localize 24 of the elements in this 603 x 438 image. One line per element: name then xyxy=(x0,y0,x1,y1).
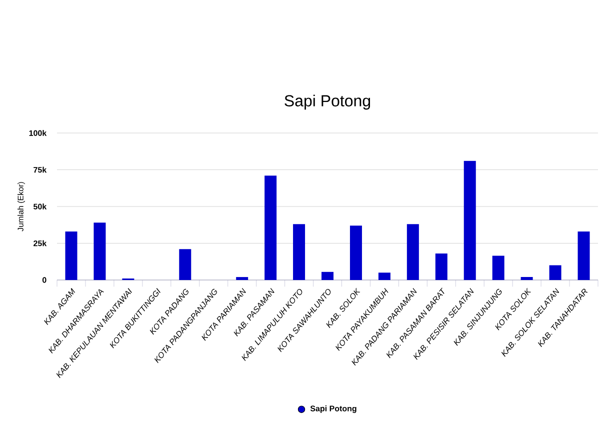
bar xyxy=(236,277,248,280)
y-tick-label: 50k xyxy=(34,204,47,210)
bar xyxy=(406,224,419,280)
bar xyxy=(350,226,362,280)
y-tick-label: 0 xyxy=(42,277,46,283)
y-tick-label: 100k xyxy=(29,130,47,136)
chart-title: Sapi Potong xyxy=(284,94,370,110)
y-axis-title: Jumlah (Ekor) xyxy=(18,182,25,232)
bar xyxy=(549,265,562,280)
legend-label: Sapi Potong xyxy=(310,405,356,413)
y-tick-label: 25k xyxy=(34,240,47,246)
bar xyxy=(322,272,334,280)
bar xyxy=(65,231,78,280)
bar xyxy=(492,256,504,280)
bar xyxy=(378,272,390,280)
bar xyxy=(578,231,590,280)
bar xyxy=(464,160,476,280)
bar xyxy=(520,277,533,280)
bar xyxy=(264,176,277,280)
y-tick-label: 75k xyxy=(34,166,47,173)
bar xyxy=(435,254,448,280)
bar xyxy=(94,222,106,280)
bar xyxy=(293,224,306,280)
bar xyxy=(179,249,192,280)
